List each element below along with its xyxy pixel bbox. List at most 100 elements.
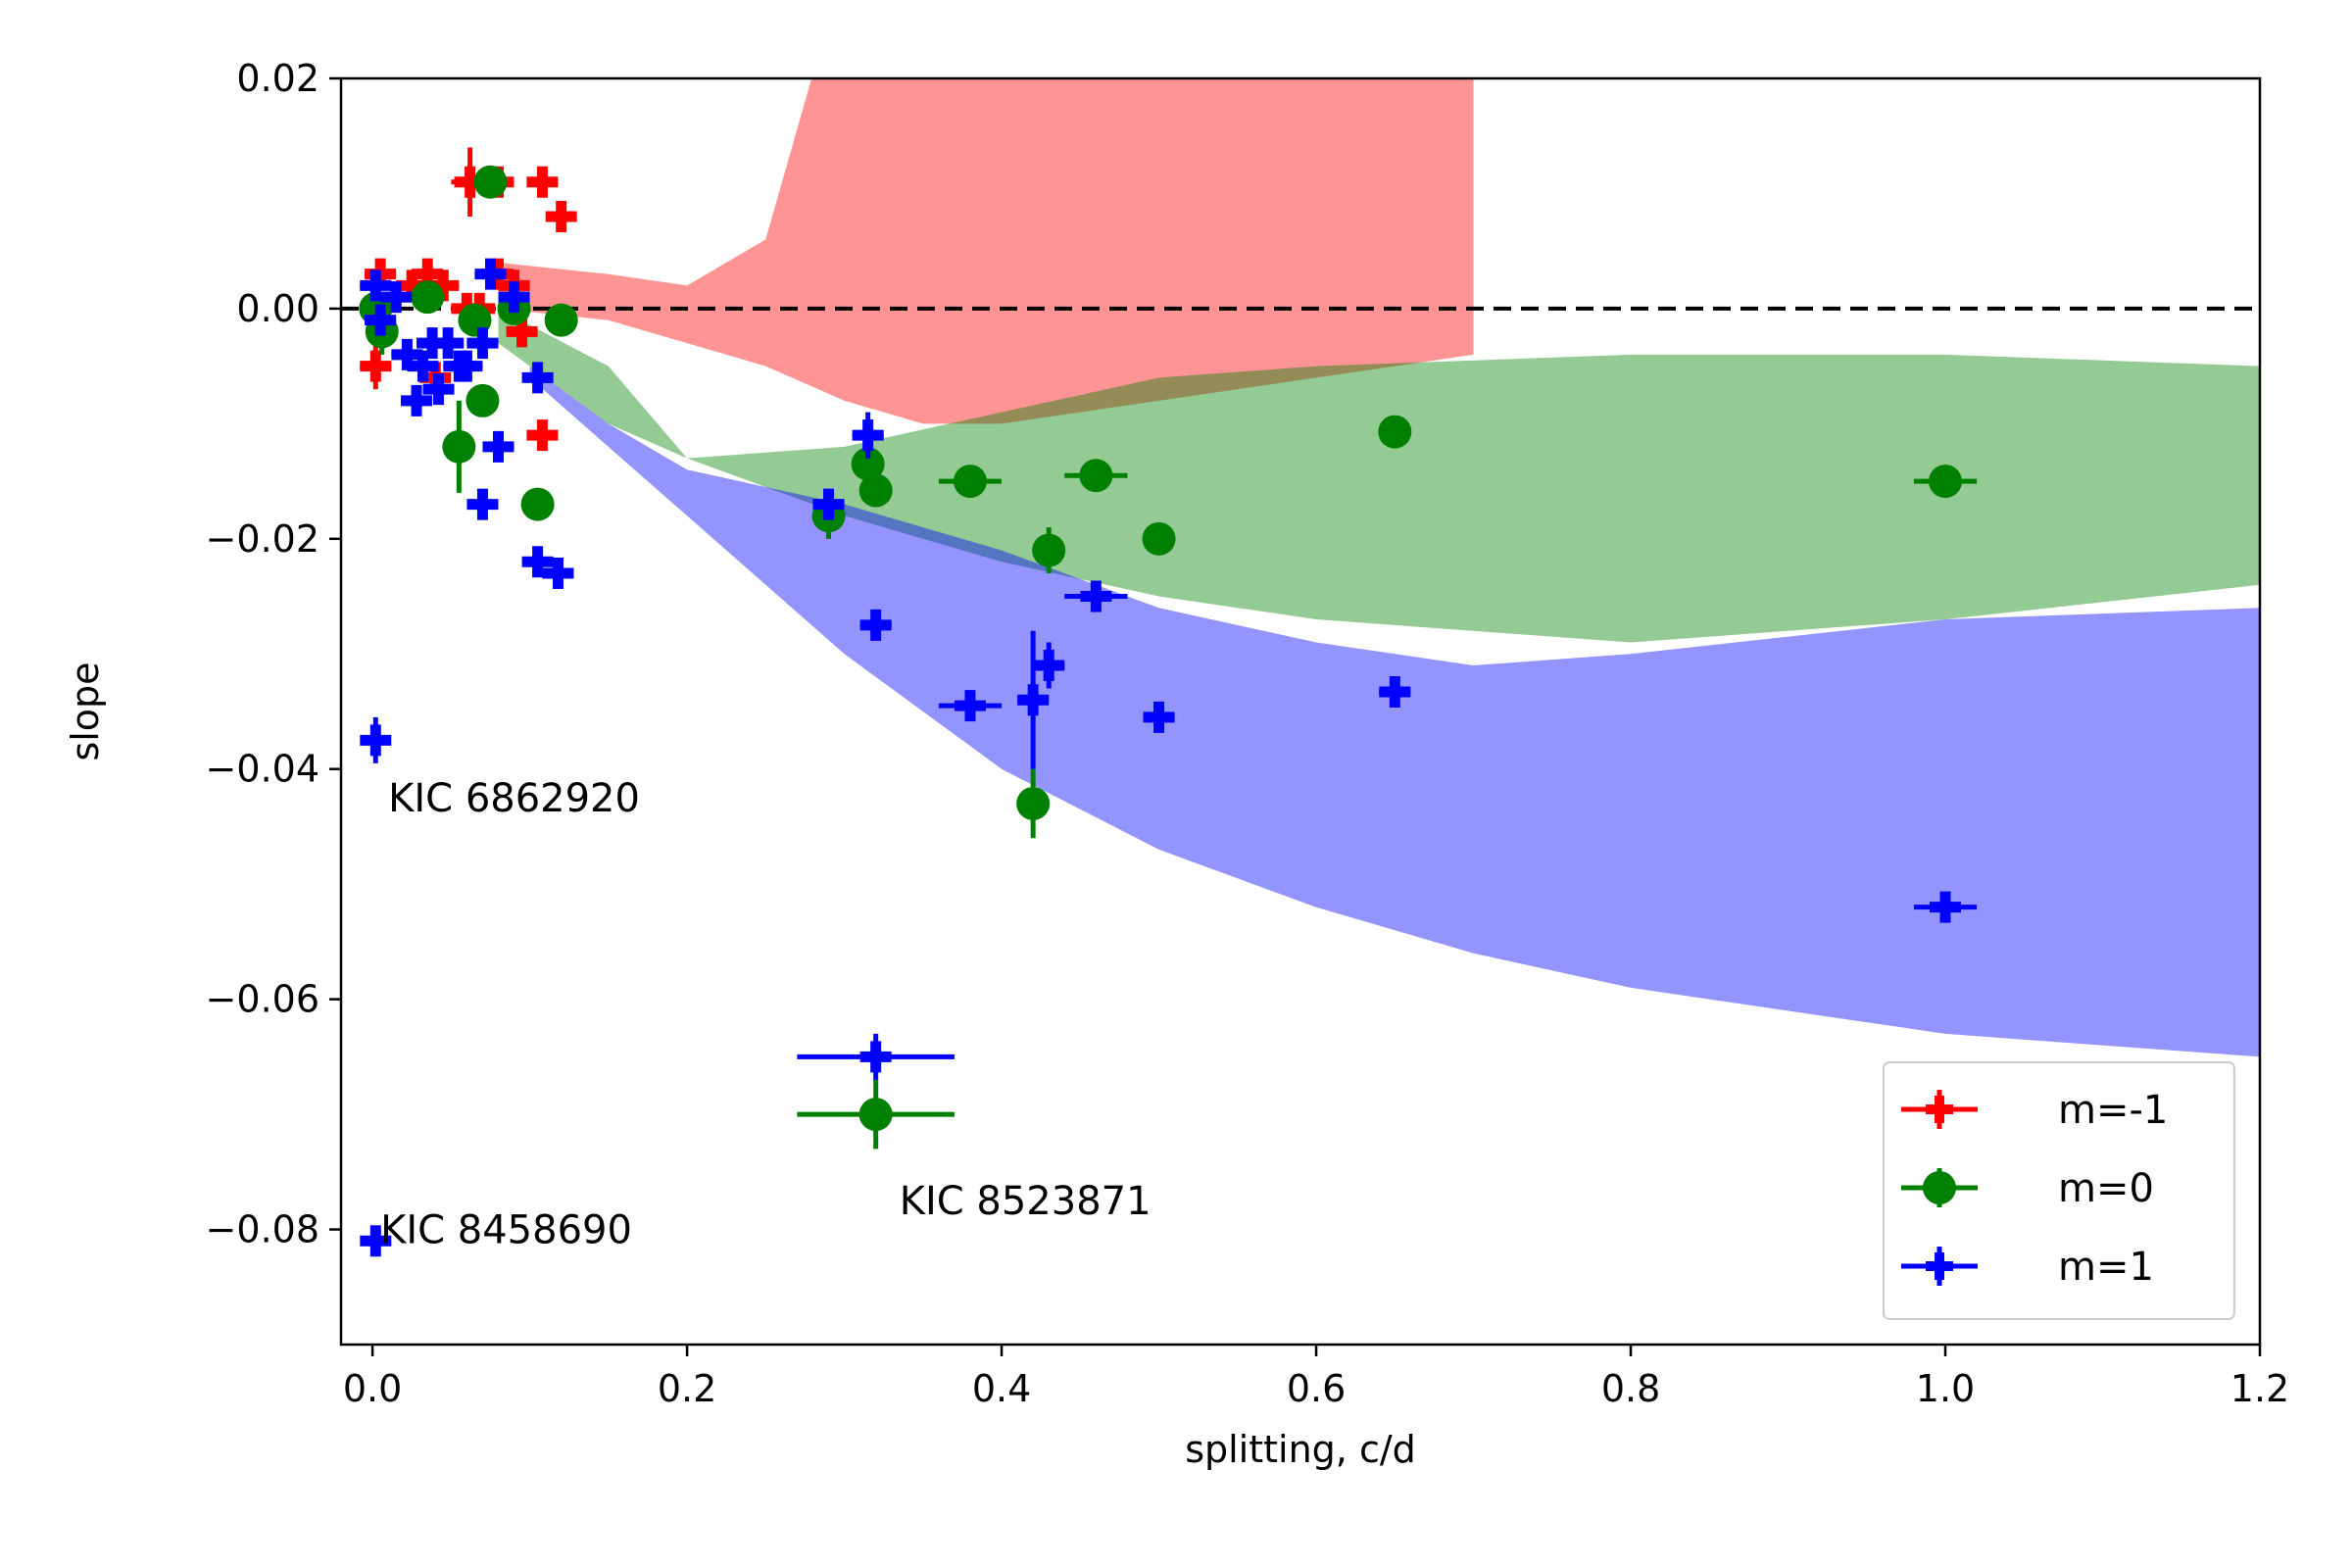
data-point (466, 383, 500, 417)
point-marker (1378, 415, 1412, 449)
data-point (859, 609, 892, 641)
data-point (466, 488, 499, 520)
y-tick-label: 0.02 (236, 57, 319, 100)
data-point (1017, 630, 1050, 769)
y-tick-label: −0.08 (206, 1208, 319, 1251)
annotation-kic-6862920: KIC 6862920 (388, 776, 640, 821)
annotation-kic-8523871: KIC 8523871 (900, 1179, 1152, 1224)
legend-handle-1 (1901, 1168, 1978, 1207)
data-point (466, 327, 499, 360)
data-point (365, 304, 397, 336)
data-point (520, 487, 555, 521)
point-marker (1016, 786, 1051, 820)
data-point (1033, 642, 1065, 689)
data-point (797, 1033, 955, 1080)
data-point (1016, 768, 1051, 839)
data-point (542, 558, 574, 590)
legend-handle-2 (1901, 1247, 1978, 1286)
data-point (380, 281, 413, 314)
data-point (407, 350, 439, 382)
data-point (521, 362, 554, 394)
legend-label-m-minus-1: m=-1 (2058, 1088, 2168, 1133)
data-point (498, 281, 530, 314)
x-axis-ticks: 0.0 0.2 0.4 0.6 0.8 1.0 1.2 (343, 1345, 2289, 1410)
annotation-kic-8458690: KIC 8458690 (380, 1208, 632, 1253)
legend-handle-0 (1901, 1090, 1978, 1129)
point-marker (858, 473, 893, 508)
data-point (1064, 459, 1128, 493)
point-marker (466, 383, 500, 417)
point-marker (1142, 521, 1176, 556)
data-point (1143, 701, 1175, 733)
data-point (411, 280, 445, 315)
data-point (544, 303, 578, 337)
data-point (1913, 891, 1978, 923)
point-marker (411, 280, 445, 315)
data-point (360, 270, 392, 302)
x-axis-label: splitting, c/d (1185, 1428, 1416, 1471)
data-point (400, 384, 433, 416)
data-point (451, 350, 483, 382)
x-tick-label: 0.6 (1287, 1367, 1346, 1410)
data-point (1378, 415, 1412, 449)
star-annotations: KIC 6862920 KIC 8458690 KIC 8523871 (380, 776, 1151, 1252)
legend-box (1883, 1061, 2235, 1320)
data-point (442, 400, 476, 493)
point-marker (442, 429, 476, 464)
plot-area-frame (339, 76, 2262, 1347)
band-2 (529, 366, 2260, 1057)
point-marker (520, 487, 555, 521)
data-point (482, 430, 514, 463)
data-point (422, 373, 455, 406)
data-point (526, 419, 559, 452)
legend-label-m-0: m=0 (2058, 1166, 2154, 1211)
band-0 (498, 78, 1474, 424)
point-marker (1032, 533, 1066, 567)
data-point (432, 327, 465, 360)
x-tick-label: 1.0 (1916, 1367, 1975, 1410)
legend: m=-1 m=0 m=1 (1883, 1061, 2235, 1320)
legend-label-m-1: m=1 (2058, 1245, 2154, 1290)
y-tick-label: 0.00 (236, 287, 319, 330)
data-point (812, 488, 845, 520)
point-marker (1929, 465, 1963, 499)
data-points (359, 147, 1978, 1257)
data-point (938, 690, 1003, 722)
data-point (938, 465, 1003, 499)
point-marker (544, 303, 578, 337)
y-tick-label: −0.04 (206, 748, 319, 791)
x-tick-label: 0.0 (343, 1367, 402, 1410)
x-tick-label: 1.2 (2230, 1367, 2289, 1410)
point-marker (473, 165, 508, 199)
x-tick-label: 0.2 (658, 1367, 716, 1410)
data-point (521, 546, 554, 578)
data-point (1913, 465, 1978, 499)
x-tick-label: 0.4 (972, 1367, 1031, 1410)
y-tick-label: −0.06 (206, 978, 319, 1021)
data-point (797, 1079, 955, 1150)
data-point (360, 343, 392, 390)
y-axis-label: slope (64, 662, 107, 760)
data-point (360, 1225, 392, 1257)
data-point (545, 200, 577, 232)
data-point (360, 716, 392, 763)
x-tick-label: 0.8 (1601, 1367, 1660, 1410)
prediction-bands (498, 78, 2260, 1057)
y-axis-ticks: 0.02 0.00 −0.02 −0.04 −0.06 −0.08 (206, 57, 341, 1251)
point-marker (851, 447, 885, 481)
data-point (858, 473, 893, 508)
data-point (526, 166, 559, 198)
data-point (1032, 527, 1066, 574)
y-tick-label: −0.02 (206, 517, 319, 561)
point-marker (858, 1098, 893, 1132)
point-marker (1079, 459, 1113, 493)
data-point (1379, 676, 1411, 709)
data-point (474, 258, 507, 290)
data-point (1064, 580, 1128, 612)
legend-marker (1923, 1171, 1956, 1204)
data-point (473, 165, 508, 199)
data-point (1142, 521, 1176, 556)
band-1 (498, 308, 2260, 643)
series-2 (360, 258, 1978, 1257)
